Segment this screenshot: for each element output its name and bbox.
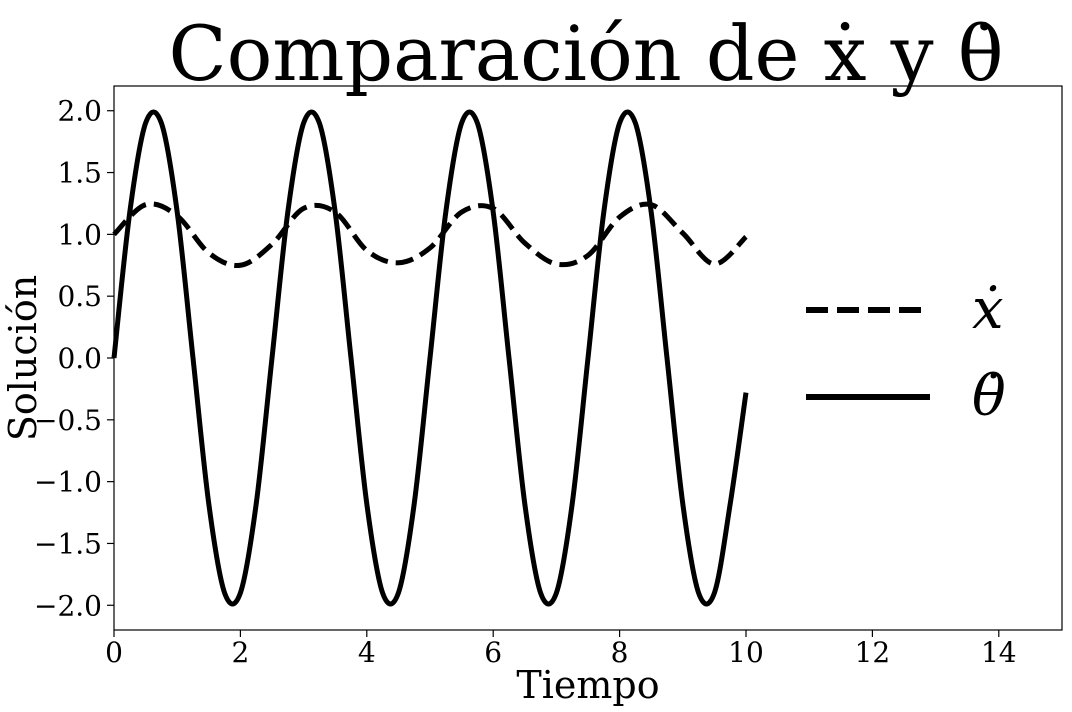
series-layer bbox=[111, 109, 749, 607]
legend: ẋ θ̇ bbox=[806, 277, 1006, 429]
y-tick-label: 1.0 bbox=[57, 218, 102, 251]
chart-title: Comparación de ẋ y θ̇ bbox=[169, 9, 1004, 98]
y-tick-label: 0.5 bbox=[57, 280, 102, 313]
y-tick-label: 1.5 bbox=[57, 157, 102, 190]
x-tick-label: 8 bbox=[611, 636, 629, 669]
y-axis-ticks: 2.0 1.5 1.0 0.5 0.0 −0.5 −1.0 −1.5 −2.0 bbox=[34, 95, 114, 622]
series-x-dot-line bbox=[112, 201, 748, 268]
legend-label-x-dot: ẋ bbox=[972, 277, 1004, 342]
x-tick-label: 14 bbox=[981, 636, 1017, 669]
y-tick-label: −2.0 bbox=[34, 589, 102, 622]
x-tick-label: 10 bbox=[728, 636, 764, 669]
y-tick-label: 2.0 bbox=[57, 95, 102, 128]
legend-label-theta-dot: θ̇ bbox=[972, 364, 1006, 429]
x-tick-label: 0 bbox=[105, 636, 123, 669]
y-axis-label: Solución bbox=[1, 275, 45, 441]
x-tick-label: 12 bbox=[855, 636, 891, 669]
y-tick-label: −0.5 bbox=[34, 404, 102, 437]
x-tick-label: 6 bbox=[484, 636, 502, 669]
y-tick-label: −1.5 bbox=[34, 527, 102, 560]
x-axis-ticks: 0 2 4 6 8 10 12 14 bbox=[105, 630, 1017, 669]
y-tick-label: 0.0 bbox=[57, 342, 102, 375]
series-theta-dot-line bbox=[111, 109, 749, 607]
x-axis-label: Tiempo bbox=[516, 663, 659, 707]
x-tick-label: 4 bbox=[358, 636, 376, 669]
y-tick-label: −1.0 bbox=[34, 466, 102, 499]
x-tick-label: 2 bbox=[231, 636, 249, 669]
